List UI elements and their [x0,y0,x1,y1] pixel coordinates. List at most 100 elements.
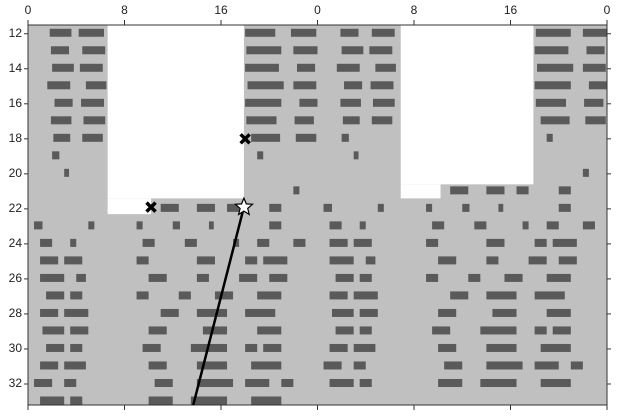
activity-bout [47,81,71,90]
activity-bout [296,63,316,72]
activity-bout [426,203,433,212]
activity-bout [64,168,70,177]
activity-bout [535,98,566,107]
activity-bout [370,81,394,90]
y-tick-label: 24 [9,236,23,250]
activity-bout [245,98,282,107]
activity-bout [214,291,234,300]
activity-bout [329,238,348,247]
activity-bout [528,256,547,265]
x-tick-label: 8 [121,3,128,17]
activity-bout [290,28,317,37]
activity-bout [329,378,354,387]
activity-bout [329,221,342,230]
activity-bout [329,256,354,265]
activity-bout [372,98,395,107]
activity-bout [340,98,361,107]
y-tick-label: 22 [9,201,23,215]
activity-bout [570,361,583,370]
activity-bout [263,343,282,352]
activity-bout [438,343,457,352]
activity-bout [586,46,605,55]
activity-bout [184,238,197,247]
activity-bout [202,326,228,335]
activity-bout [269,221,282,230]
activity-bout [49,28,72,37]
cross-marker [239,133,251,145]
activity-bout [196,273,209,282]
activity-bout [78,28,104,37]
activity-bout [344,81,363,90]
activity-bout [40,396,65,405]
activity-bout [331,308,354,317]
activity-bout [558,203,571,212]
activity-bout [486,361,523,370]
activity-bout [208,221,214,230]
activity-bout [142,343,161,352]
activity-bout [245,378,270,387]
activity-bout [534,238,547,247]
activity-bout [426,238,439,247]
activity-bout [196,308,228,317]
activity-bout [293,238,306,247]
activity-bout [432,326,451,335]
activity-bout [588,81,607,90]
y-tick-label: 20 [9,166,23,180]
activity-bout [329,343,348,352]
activity-bout [263,256,288,265]
activity-bout [582,168,589,177]
activity-bout [486,291,517,300]
activity-bout [498,203,504,212]
activity-bout [537,63,574,72]
activity-bout [52,151,60,160]
activity-bout [40,361,59,370]
activity-bout [160,203,179,212]
activity-bout [534,361,559,370]
activity-bout [534,81,571,90]
activity-bout [148,396,173,405]
activity-bout [40,273,65,282]
activity-bout [329,291,348,300]
activity-bout [269,273,288,282]
activity-bout [76,273,86,282]
activity-bout [294,116,314,125]
activity-bout [340,28,359,37]
activity-bout [486,186,505,195]
activity-bout [335,273,354,282]
activity-bout [299,98,318,107]
activity-bout [251,361,282,370]
activity-bout [293,81,317,90]
activity-bout [359,308,378,317]
activity-bout [540,343,571,352]
activity-bout [353,238,372,247]
activity-bout [53,133,71,142]
activity-bout [342,116,360,125]
activity-bout [251,396,282,405]
activity-bout [82,46,106,55]
activity-bout [269,203,282,212]
activity-bout [245,343,258,352]
activity-bout [160,308,179,317]
y-tick-label: 14 [9,61,23,75]
activity-bout [245,256,258,265]
activity-bout [257,326,282,335]
activity-bout [245,28,276,37]
activity-bout [522,221,529,230]
activity-bout [196,361,228,370]
activity-bout [365,256,376,265]
activity-bout [136,291,149,300]
light-period [400,184,441,199]
activity-bout [70,291,83,300]
activity-bout [79,63,103,72]
activity-bout [546,273,571,282]
light-period [400,25,534,185]
y-tick-label: 16 [9,96,23,110]
activity-bout [40,308,59,317]
activity-bout [341,133,349,142]
activity-bout [585,116,606,125]
activity-bout [468,273,481,282]
activity-bout [178,291,191,300]
activity-bout [486,343,517,352]
activity-bout [582,221,595,230]
